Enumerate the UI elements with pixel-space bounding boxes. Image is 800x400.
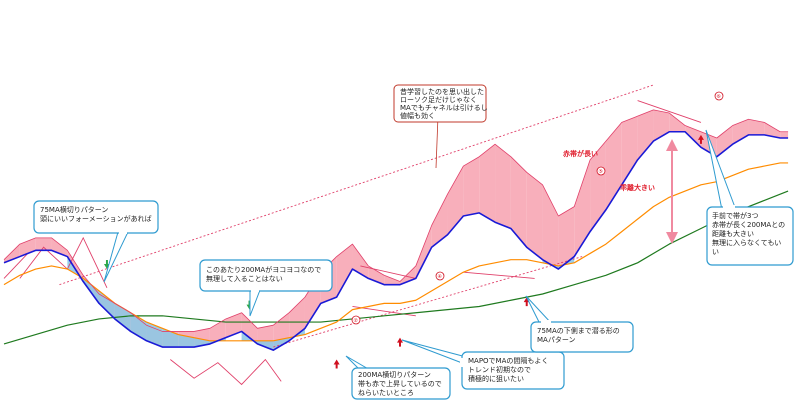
bull-cloud-segment (605, 122, 622, 210)
right-note-line-5: い (712, 248, 719, 256)
bull-cloud-segment (35, 237, 52, 251)
top-note-line-2: ローソク足だけじゃなく (400, 96, 477, 104)
entry-up-arrow-2 (397, 337, 403, 347)
series-lines (3, 109, 789, 351)
bull-cloud-segment (431, 194, 448, 248)
svg-text:⑥: ⑥ (717, 94, 722, 100)
ma75-line (3, 162, 789, 342)
right-note-line-4: 無理に入らなくてもい (712, 238, 781, 247)
bull-cloud-segment (732, 119, 749, 145)
callout-mid-note: このあたり200MAがヨコヨコなので 無理して入ることはない (199, 259, 333, 317)
mid-note-line-1: このあたり200MAがヨコヨコなので (206, 265, 321, 274)
bull-cloud-segment (479, 144, 496, 223)
badge-4: ④ (435, 271, 445, 281)
bull-cloud-segment (764, 122, 781, 138)
svg-text:②: ② (354, 318, 359, 324)
callout-left-note: 75MA横切りパターン 頭にいいフォーメーションがあれば (33, 200, 159, 283)
bull-cloud-segment (241, 312, 258, 344)
right-note-line-1: 手前で帯が3つ (712, 211, 758, 220)
bear-cloud-segment (146, 322, 163, 348)
bull-cloud-segment (621, 116, 638, 185)
callout-trend-note: MAPOでMAの間隔もよく トレンド初期なので 積極的に狙いたい (401, 339, 565, 390)
bottom-note-line-2: 帯も赤で上昇しているので (358, 379, 442, 388)
bull-cloud-segment (780, 131, 789, 138)
callout-top-note: 昔学習したのを思い出した ローソク足だけじゃなく MAでもチャネルは引けるし 値… (393, 84, 488, 169)
badge-6: ⑥ (714, 91, 724, 101)
bull-cloud-segment (289, 297, 305, 341)
bull-cloud-segment (209, 318, 226, 344)
top-note-line-3: MAでもチャネルは引けるし (400, 103, 488, 112)
callout-right-note: 手前で帯が3つ 赤帯が長く200MAとの 距離も大きい 無理に入らなくてもい い (705, 129, 794, 266)
red-band-label: 赤帯が長い (563, 149, 598, 158)
bull-cloud-segment (495, 144, 511, 229)
bull-cloud-segment (352, 244, 369, 279)
bull-cloud-segment (590, 141, 606, 232)
trend-note-line-1: MAPOでMAの間隔もよく (468, 356, 548, 365)
bull-cloud-segment (748, 119, 765, 135)
bull-cloud-segment (669, 113, 686, 132)
bottom-note-line-3: ねらいたいところ (358, 389, 414, 397)
bull-cloud-segment (415, 225, 432, 279)
entry-up-arrow-3 (523, 297, 530, 307)
right-note-line-2: 赤帯が長く200MAとの (712, 220, 785, 229)
zigzag-1 (3, 253, 29, 279)
bull-cloud-segment (19, 237, 36, 257)
bull-cloud-segment (558, 206, 575, 270)
resistance-3 (637, 100, 702, 123)
bull-cloud-segment (400, 265, 416, 285)
top-note-line-4: 値幅も効く (400, 111, 435, 120)
under-note-line-1: 75MAの下側まで潜る形の (537, 326, 620, 335)
under-note-line-2: MAパターン (537, 335, 575, 344)
bull-cloud-segment (447, 166, 464, 235)
trend-lines (3, 84, 702, 386)
bull-cloud-segment (463, 156, 480, 216)
callout-under-note: 75MAの下側まで潜る形の MAパターン (525, 295, 634, 353)
bear-cloud-segment (178, 334, 195, 348)
bear-cloud-segment (99, 290, 115, 319)
callout-bottom-note: 200MA横切りパターン 帯も赤で上昇しているので ねらいたいところ (345, 355, 451, 400)
svg-text:⑤: ⑤ (599, 169, 603, 175)
resistance-1 (360, 265, 416, 279)
trend-note-line-3: 積極的に狙いたい (468, 374, 524, 383)
upper-band-line (3, 109, 789, 332)
bottom-note-line-1: 200MA横切りパターン (358, 370, 431, 379)
lower-channel-line (273, 256, 583, 348)
top-note-line-1: 昔学習したのを思い出した (400, 87, 484, 96)
bull-cloud-segment (384, 275, 400, 285)
zigzag-bottom (170, 358, 282, 386)
bull-cloud-segment (368, 265, 385, 285)
svg-text:④: ④ (438, 274, 443, 280)
bull-cloud-segment (685, 125, 701, 148)
entry-down-arrow-1 (103, 260, 110, 270)
left-note-line-2: 頭にいいフォーメーションがあれば (40, 214, 152, 223)
bull-cloud-segment (716, 125, 733, 157)
bull-cloud-segment (542, 184, 559, 270)
bull-cloud-segment (637, 109, 654, 160)
bear-cloud-segment (130, 312, 147, 341)
resistance-2 (463, 271, 535, 279)
price-line (3, 130, 789, 351)
left-note-line-1: 75MA横切りパターン (40, 205, 108, 214)
upper-channel-line (59, 84, 654, 286)
bull-cloud-segment (67, 250, 84, 282)
bull-cloud-segment (574, 159, 591, 257)
bull-cloud-segment (225, 312, 242, 338)
bull-cloud-segment (526, 172, 543, 260)
mid-note-line-2: 無理して入ることはない (206, 274, 283, 283)
badge-5: ⑤ (596, 166, 606, 176)
entry-up-arrow-1 (333, 359, 340, 369)
entry-up-arrow-4 (697, 134, 704, 144)
ichimoku-clouds (4, 109, 789, 351)
bull-cloud-segment (510, 156, 527, 248)
badge-2: ② (351, 315, 361, 325)
red-gap-label: 乖離大きい (620, 183, 655, 192)
bull-cloud-segment (336, 244, 353, 298)
right-note-line-3: 距離も大きい (712, 229, 754, 238)
trend-note-line-2: トレンド初期なので (468, 365, 531, 374)
